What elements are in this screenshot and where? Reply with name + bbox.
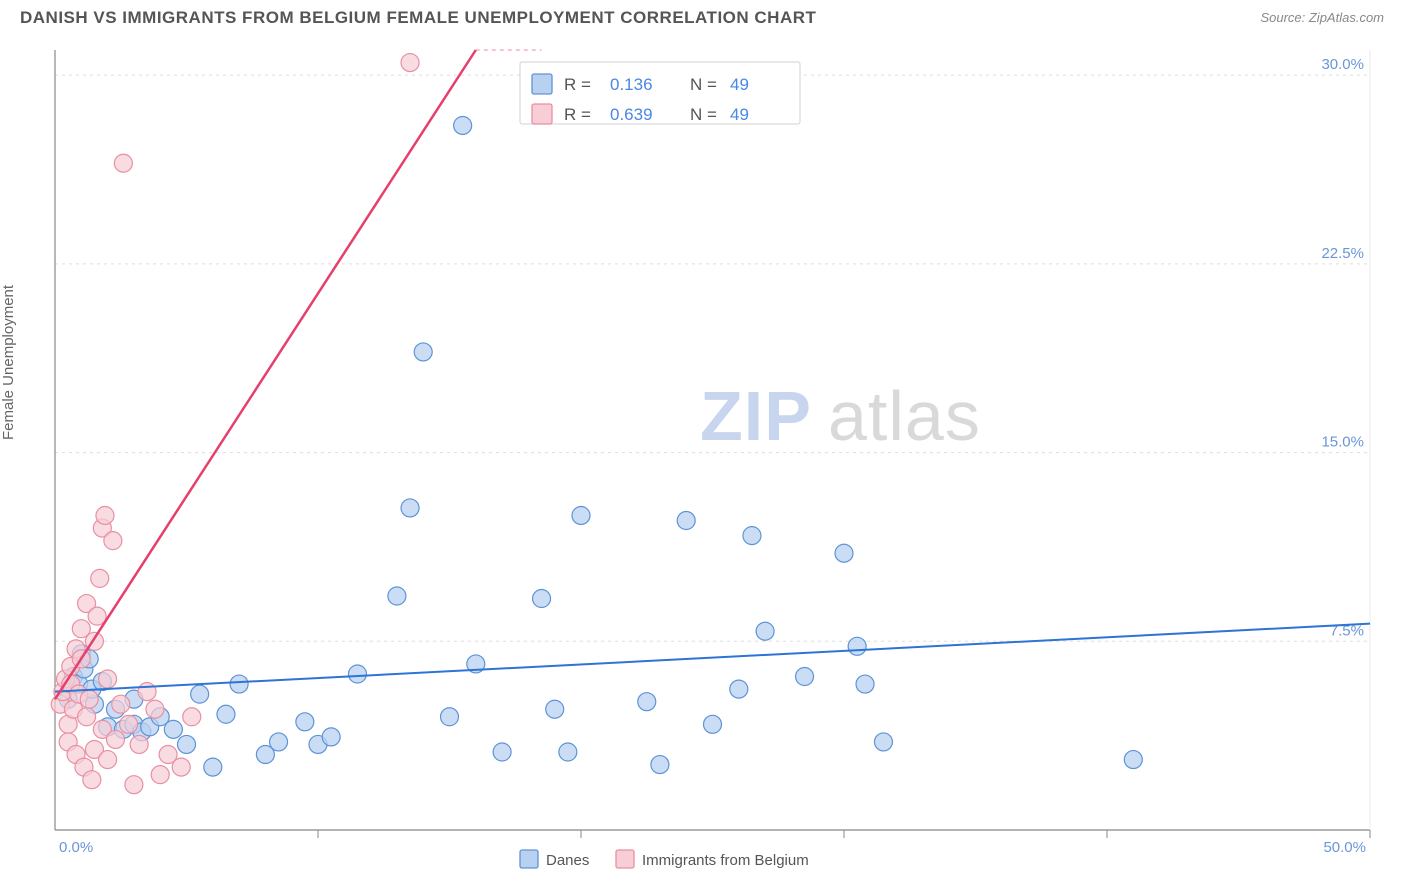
svg-text:49: 49	[730, 105, 749, 124]
svg-text:ZIP: ZIP	[700, 377, 812, 455]
svg-text:N =: N =	[690, 75, 717, 94]
svg-text:Danes: Danes	[546, 852, 589, 869]
svg-text:15.0%: 15.0%	[1321, 434, 1364, 451]
svg-text:atlas: atlas	[828, 377, 981, 455]
svg-text:R =: R =	[564, 105, 591, 124]
svg-text:Immigrants from Belgium: Immigrants from Belgium	[642, 852, 809, 869]
svg-text:0.639: 0.639	[610, 105, 653, 124]
svg-text:0.0%: 0.0%	[59, 839, 93, 856]
svg-text:R =: R =	[564, 75, 591, 94]
chart-container: DANISH VS IMMIGRANTS FROM BELGIUM FEMALE…	[0, 0, 1406, 892]
svg-text:N =: N =	[690, 105, 717, 124]
svg-text:22.5%: 22.5%	[1321, 245, 1364, 262]
svg-text:50.0%: 50.0%	[1323, 839, 1366, 856]
scatter-chart: 7.5%15.0%22.5%30.0%0.0%50.0%ZIPatlasR =0…	[0, 0, 1406, 892]
svg-text:30.0%: 30.0%	[1321, 56, 1364, 73]
svg-text:49: 49	[730, 75, 749, 94]
svg-text:0.136: 0.136	[610, 75, 653, 94]
